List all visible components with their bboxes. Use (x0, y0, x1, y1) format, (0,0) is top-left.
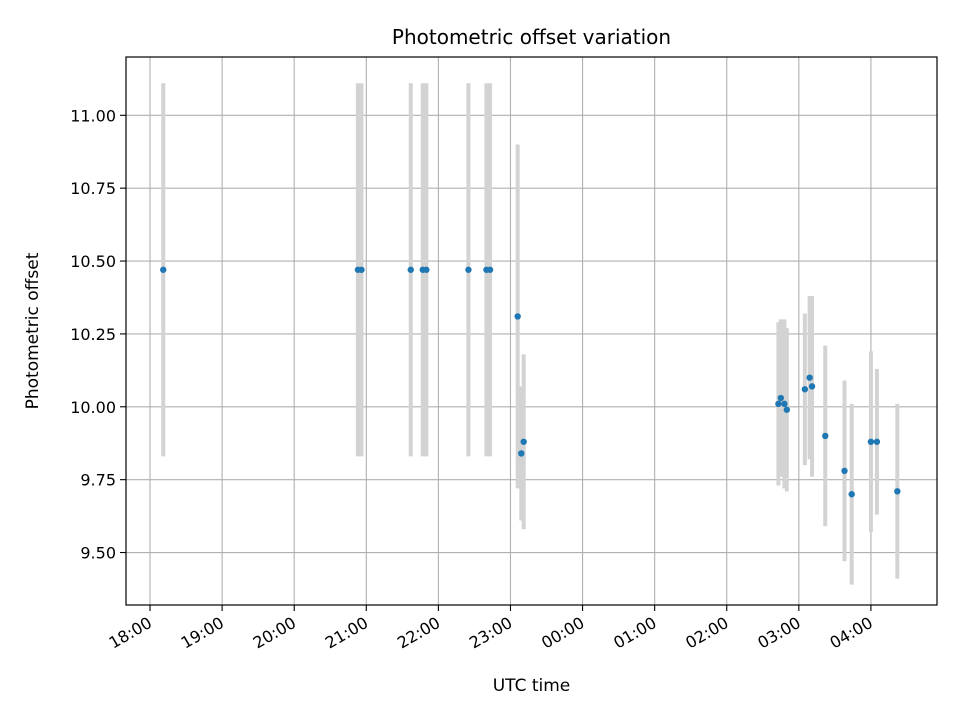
data-point (160, 266, 167, 273)
data-point (873, 438, 881, 445)
data-point (783, 406, 791, 413)
data-point (867, 438, 875, 445)
data-points (160, 266, 901, 498)
data-point (407, 266, 414, 273)
y-axis: 9.50 9.75 10.00 10.25 10.50 10.75 11.00 (70, 106, 126, 563)
data-point (486, 266, 494, 273)
plot-area (126, 57, 937, 605)
data-point (808, 383, 816, 390)
y-axis-label: Photometric offset (23, 252, 43, 409)
data-point (848, 491, 855, 498)
x-axis-label: UTC time (493, 676, 571, 696)
data-point (801, 386, 809, 393)
data-point (518, 450, 525, 457)
plot-frame (125, 56, 938, 606)
chart-title: Photometric offset variation (392, 25, 671, 49)
data-point (423, 266, 430, 273)
data-point (775, 400, 782, 408)
data-point (841, 467, 848, 475)
data-point (777, 394, 785, 402)
y-tick-label: 10.50 (70, 252, 116, 271)
y-tick-label: 10.00 (70, 398, 116, 417)
data-point (806, 374, 813, 381)
y-tick-label: 9.75 (80, 471, 116, 490)
data-point (894, 488, 901, 495)
y-tick-label: 10.75 (70, 179, 116, 198)
data-point (465, 266, 472, 273)
y-tick-label: 10.25 (70, 325, 116, 344)
data-point (781, 400, 788, 408)
y-tick-label: 11.00 (70, 106, 116, 125)
data-point (520, 438, 527, 445)
data-point (358, 266, 365, 273)
data-point (514, 313, 521, 320)
y-tick-label: 9.50 (80, 544, 116, 563)
data-point (822, 432, 829, 440)
